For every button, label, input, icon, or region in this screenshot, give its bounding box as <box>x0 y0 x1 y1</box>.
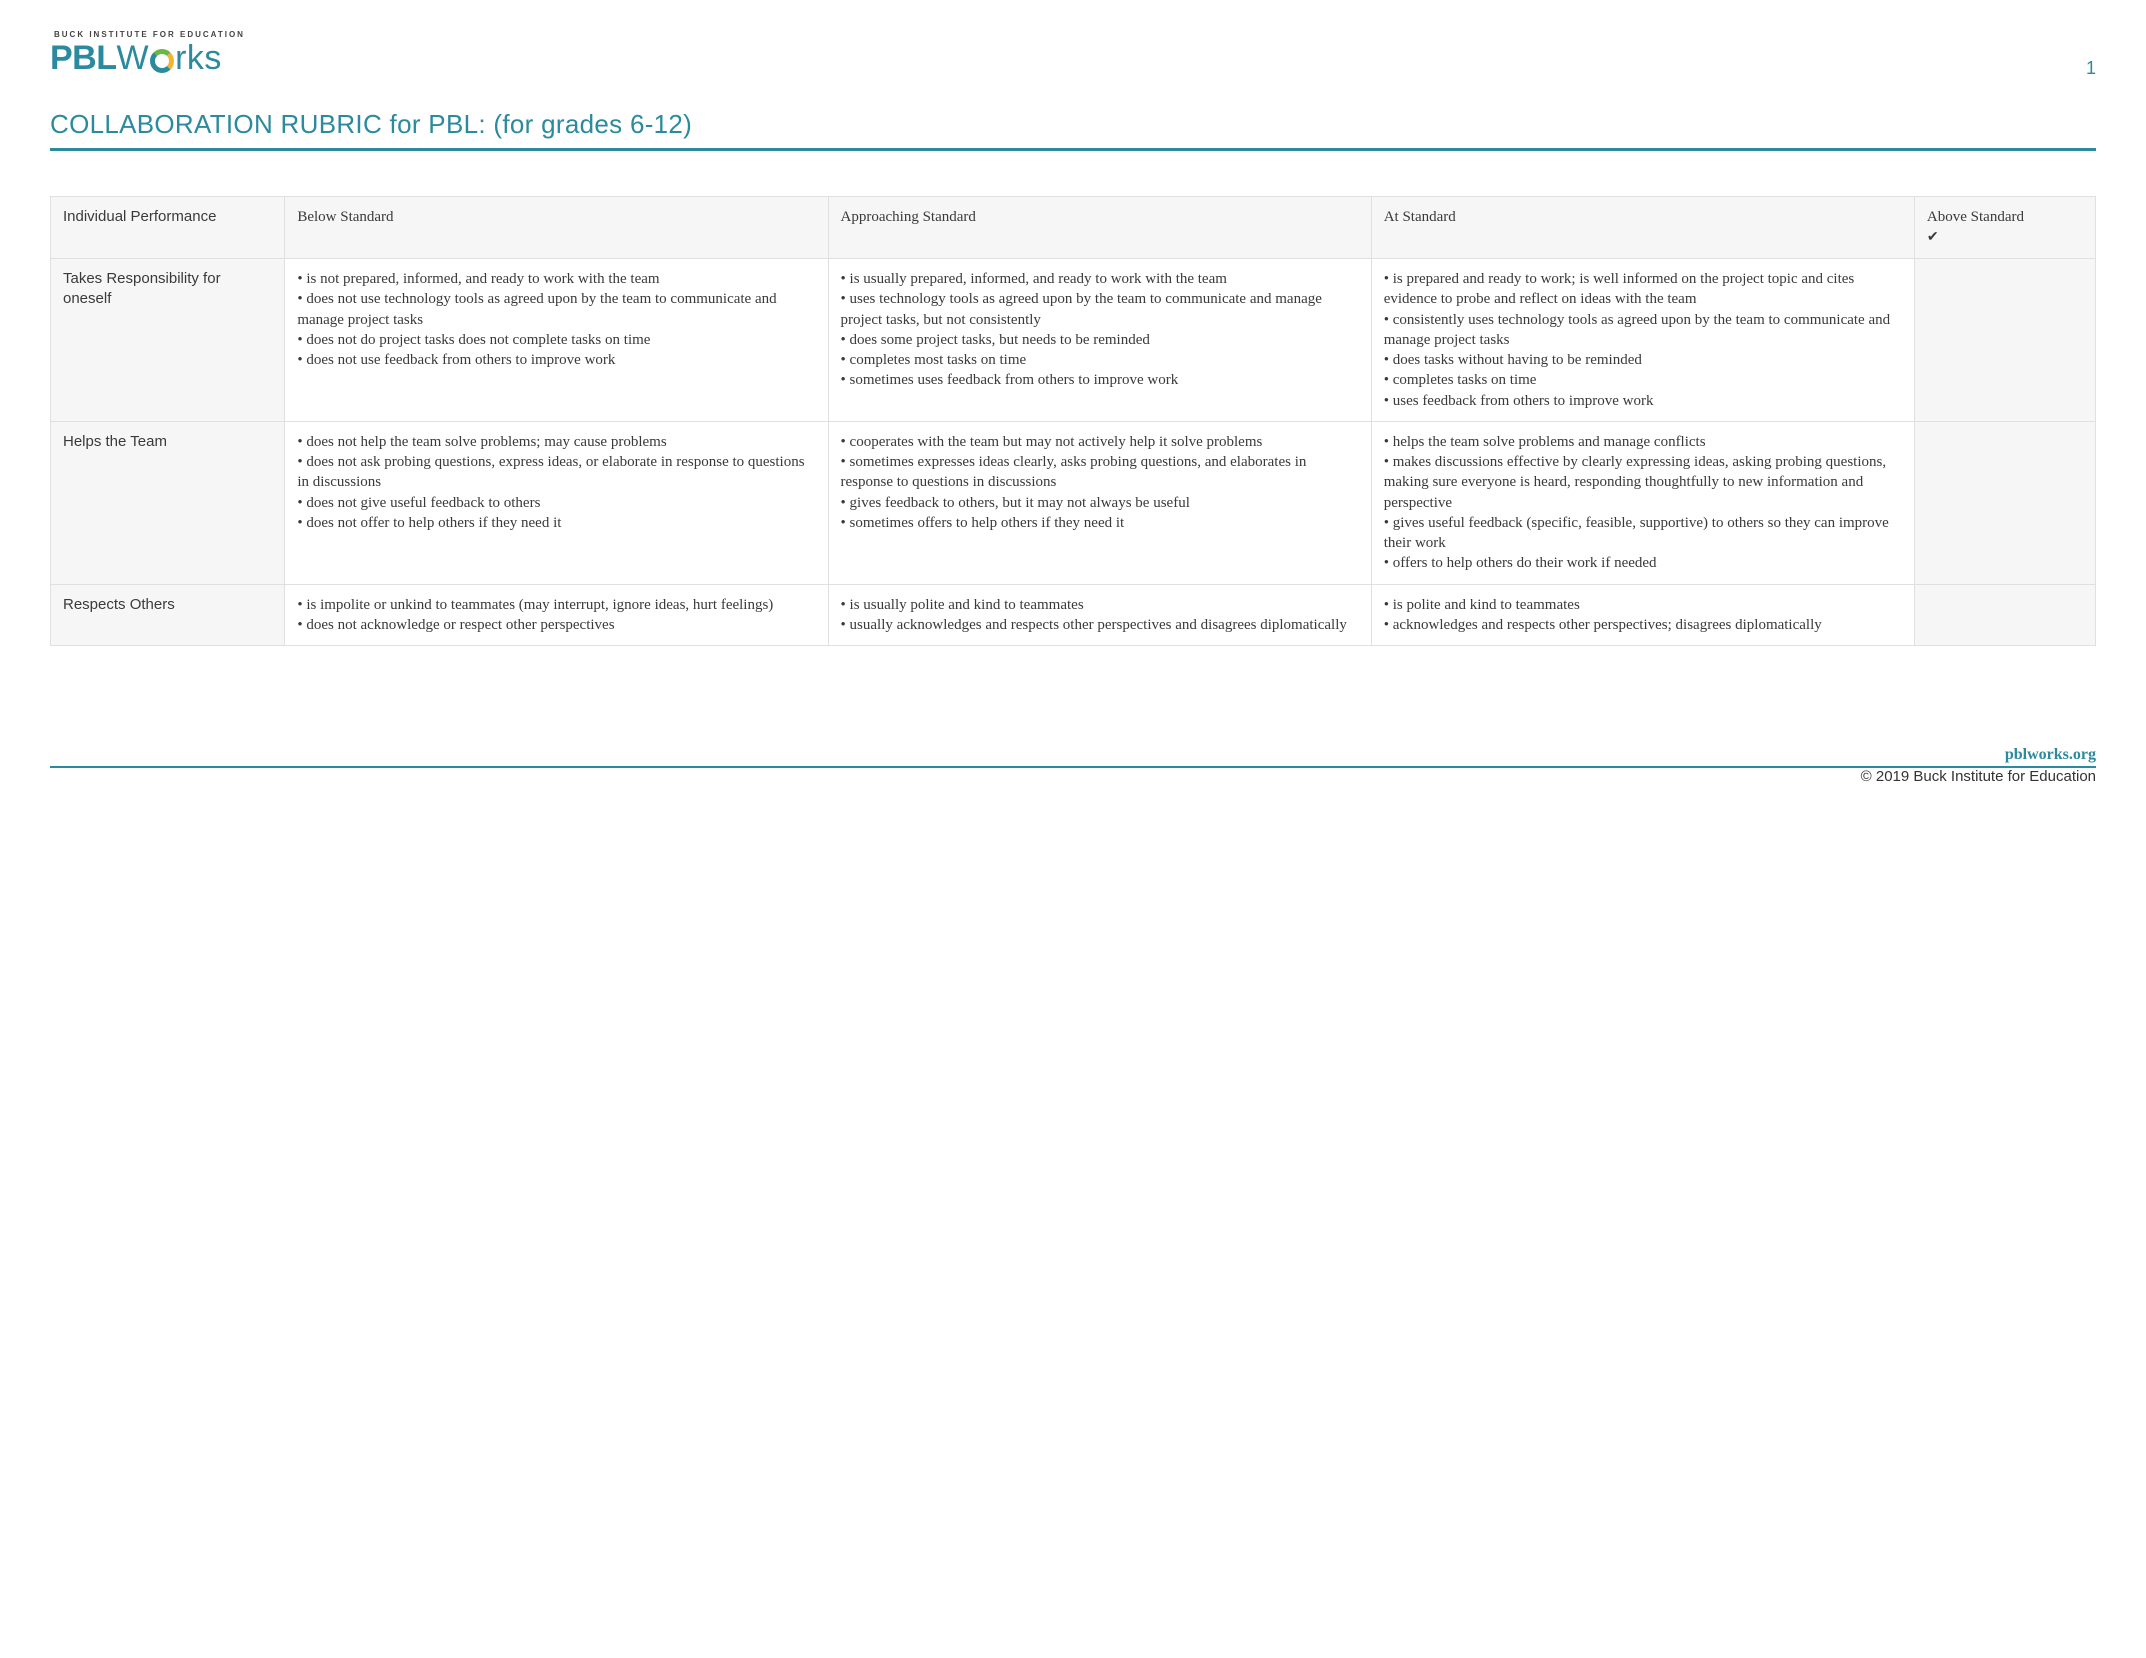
row-category: Takes Responsibility for oneself <box>51 259 285 422</box>
check-icon: ✔ <box>1927 230 1939 245</box>
logo-tagline: BUCK INSTITUTE FOR EDUCATION <box>54 30 245 39</box>
bullet-item: is usually polite and kind to teammates <box>841 595 1359 615</box>
header-below: Below Standard <box>285 197 828 259</box>
cell-above <box>1914 584 2095 646</box>
logo-w: W <box>117 39 150 78</box>
cell-approaching: is usually polite and kind to teammatesu… <box>828 584 1371 646</box>
bullet-item: makes discussions effective by clearly e… <box>1384 452 1902 513</box>
row-category: Helps the Team <box>51 421 285 584</box>
bullet-item: uses feedback from others to improve wor… <box>1384 391 1902 411</box>
footer-url: pblworks.org <box>50 746 2096 764</box>
bullet-item: does not acknowledge or respect other pe… <box>297 615 815 635</box>
bullet-item: does tasks without having to be reminded <box>1384 350 1902 370</box>
bullet-item: does not give useful feedback to others <box>297 493 815 513</box>
bullet-item: sometimes uses feedback from others to i… <box>841 370 1359 390</box>
page-title: COLLABORATION RUBRIC for PBL: (for grade… <box>50 109 2096 140</box>
cell-below: is impolite or unkind to teammates (may … <box>285 584 828 646</box>
bullet-item: gives feedback to others, but it may not… <box>841 493 1359 513</box>
bullet-item: does some project tasks, but needs to be… <box>841 330 1359 350</box>
logo-o-icon <box>150 49 174 73</box>
bullet-item: is usually prepared, informed, and ready… <box>841 269 1359 289</box>
bullet-item: does not help the team solve problems; m… <box>297 432 815 452</box>
bullet-item: gives useful feedback (specific, feasibl… <box>1384 513 1902 554</box>
header-above: Above Standard ✔ <box>1914 197 2095 259</box>
cell-above <box>1914 259 2095 422</box>
bullet-item: cooperates with the team but may not act… <box>841 432 1359 452</box>
logo-rks: rks <box>175 39 222 78</box>
page-number: 1 <box>2086 30 2096 79</box>
logo-pbl-text: PBL <box>50 39 117 78</box>
bullet-item: does not do project tasks does not compl… <box>297 330 815 350</box>
bullet-item: sometimes expresses ideas clearly, asks … <box>841 452 1359 493</box>
header-approaching: Approaching Standard <box>828 197 1371 259</box>
bullet-item: completes tasks on time <box>1384 370 1902 390</box>
bullet-item: does not use technology tools as agreed … <box>297 289 815 330</box>
page-footer: pblworks.org © 2019 Buck Institute for E… <box>50 746 2096 785</box>
logo-main: PBLWrks <box>50 39 245 78</box>
table-row: Respects Others is impolite or unkind to … <box>51 584 2096 646</box>
cell-below: does not help the team solve problems; m… <box>285 421 828 584</box>
page-header: BUCK INSTITUTE FOR EDUCATION PBLWrks 1 <box>50 30 2096 79</box>
bullet-item: helps the team solve problems and manage… <box>1384 432 1902 452</box>
bullet-item: completes most tasks on time <box>841 350 1359 370</box>
bullet-item: is impolite or unkind to teammates (may … <box>297 595 815 615</box>
bullet-item: consistently uses technology tools as ag… <box>1384 310 1902 351</box>
table-header-row: Individual Performance Below Standard Ap… <box>51 197 2096 259</box>
bullet-item: acknowledges and respects other perspect… <box>1384 615 1902 635</box>
bullet-item: uses technology tools as agreed upon by … <box>841 289 1359 330</box>
cell-approaching: is usually prepared, informed, and ready… <box>828 259 1371 422</box>
bullet-item: is not prepared, informed, and ready to … <box>297 269 815 289</box>
footer-copyright: © 2019 Buck Institute for Education <box>1861 768 2096 785</box>
bullet-item: is prepared and ready to work; is well i… <box>1384 269 1902 310</box>
above-label: Above Standard <box>1927 209 2024 225</box>
cell-at: is polite and kind to teammatesacknowled… <box>1371 584 1914 646</box>
title-rule <box>50 148 2096 151</box>
logo: BUCK INSTITUTE FOR EDUCATION PBLWrks <box>50 30 245 78</box>
bullet-item: is polite and kind to teammates <box>1384 595 1902 615</box>
bullet-item: does not use feedback from others to imp… <box>297 350 815 370</box>
bullet-item: does not offer to help others if they ne… <box>297 513 815 533</box>
rubric-table: Individual Performance Below Standard Ap… <box>50 196 2096 646</box>
bullet-item: does not ask probing questions, express … <box>297 452 815 493</box>
bullet-item: usually acknowledges and respects other … <box>841 615 1359 635</box>
cell-below: is not prepared, informed, and ready to … <box>285 259 828 422</box>
cell-above <box>1914 421 2095 584</box>
bullet-item: sometimes offers to help others if they … <box>841 513 1359 533</box>
cell-approaching: cooperates with the team but may not act… <box>828 421 1371 584</box>
row-category: Respects Others <box>51 584 285 646</box>
cell-at: is prepared and ready to work; is well i… <box>1371 259 1914 422</box>
cell-at: helps the team solve problems and manage… <box>1371 421 1914 584</box>
header-category: Individual Performance <box>51 197 285 259</box>
header-at: At Standard <box>1371 197 1914 259</box>
bullet-item: offers to help others do their work if n… <box>1384 553 1902 573</box>
table-row: Helps the Team does not help the team sol… <box>51 421 2096 584</box>
table-row: Takes Responsibility for oneself is not p… <box>51 259 2096 422</box>
